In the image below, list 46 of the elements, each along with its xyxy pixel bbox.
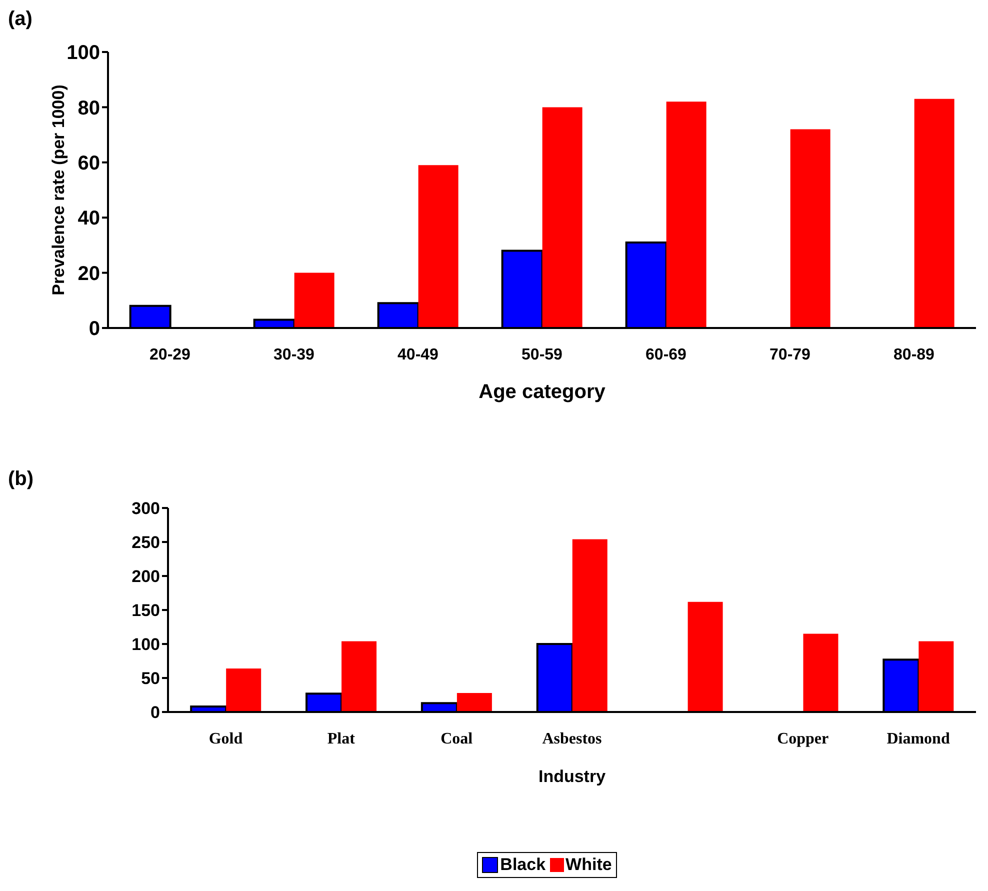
y-tick-label: 40 xyxy=(78,208,100,230)
bar xyxy=(666,102,706,328)
y-tick-label: 80 xyxy=(78,97,100,120)
bar xyxy=(542,107,582,328)
y-tick-label: 250 xyxy=(132,533,160,552)
x-tick-label: Copper xyxy=(777,730,829,748)
chart-title: (a) xyxy=(8,8,32,31)
bar xyxy=(688,602,723,712)
legend-label: Black xyxy=(499,855,546,875)
x-tick-label: Diamond xyxy=(886,730,950,748)
y-tick-label: 0 xyxy=(88,318,100,340)
y-tick-label: 200 xyxy=(132,567,160,586)
bar xyxy=(918,641,954,712)
bar xyxy=(342,641,377,712)
x-tick-label: 40-49 xyxy=(398,346,439,364)
x-tick-label: Plat xyxy=(327,730,356,748)
x-tick-label: 70-79 xyxy=(770,346,811,364)
legend-label: White xyxy=(564,855,612,875)
y-tick-label: 100 xyxy=(132,635,160,654)
x-tick-label: 30-39 xyxy=(274,346,315,364)
x-axis-title: Age category xyxy=(478,381,606,403)
bar xyxy=(456,692,492,712)
bar xyxy=(803,634,838,712)
y-axis-title: Prevalence rate (per 1000) xyxy=(49,84,68,296)
y-tick-label: 0 xyxy=(150,703,160,722)
bar xyxy=(914,98,954,328)
x-tick-label: Asbestos xyxy=(542,730,602,748)
x-tick-label: 20-29 xyxy=(150,346,191,364)
x-axis-title: Industry xyxy=(538,767,606,786)
x-tick-label: Gold xyxy=(208,730,243,748)
y-tick-label: 300 xyxy=(132,499,160,518)
y-tick-label: 100 xyxy=(66,42,100,64)
bar xyxy=(418,165,458,328)
x-tick-label: Coal xyxy=(440,730,474,748)
x-tick-label: 80-89 xyxy=(894,346,935,364)
x-tick-label: 50-59 xyxy=(522,346,563,364)
x-tick-label: 60-69 xyxy=(646,346,687,364)
y-tick-label: 150 xyxy=(132,601,160,620)
bar xyxy=(790,129,830,328)
chart-title: (b) xyxy=(8,468,34,491)
y-tick-label: 60 xyxy=(78,152,100,174)
y-tick-label: 50 xyxy=(141,669,160,688)
bar xyxy=(294,272,334,328)
bar xyxy=(226,668,262,712)
bar xyxy=(572,539,608,712)
y-tick-label: 20 xyxy=(78,262,100,285)
